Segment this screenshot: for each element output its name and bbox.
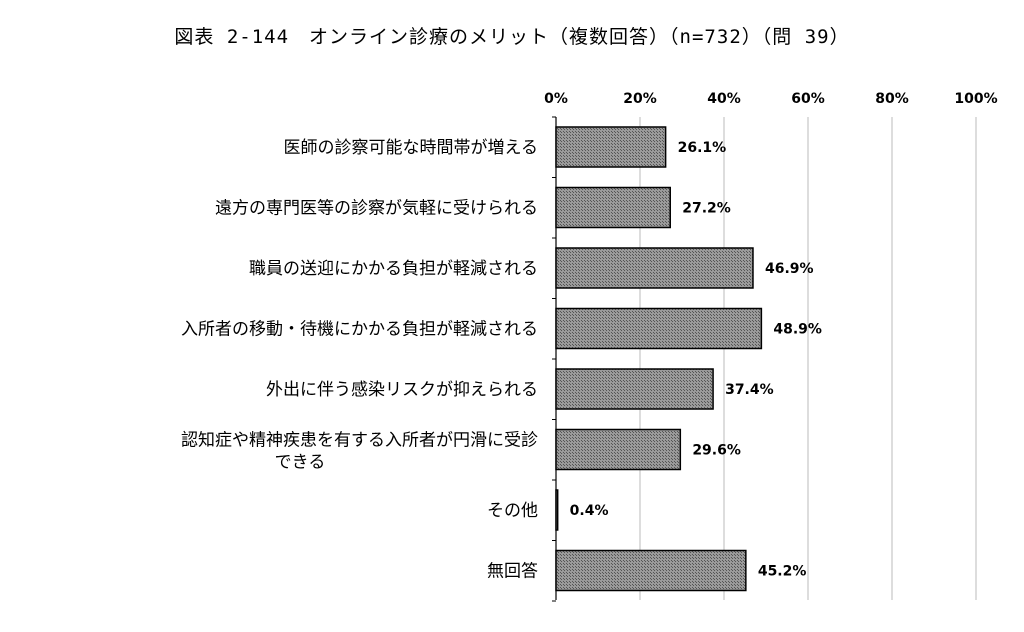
category-label: 職員の送迎にかかる負担が軽減される xyxy=(249,259,538,279)
bar xyxy=(555,307,763,350)
data-labels: 26.1% 27.2% 46.9% 48.9% 37.4% 29.6% 0.4% 45.2% xyxy=(570,140,822,580)
bar xyxy=(555,489,559,531)
category-label-line2: できる xyxy=(275,453,326,473)
category-label: 外出に伴う感染リスクが抑えられる xyxy=(266,380,538,400)
bar xyxy=(555,186,671,229)
bar xyxy=(555,428,682,471)
bar xyxy=(555,368,714,410)
data-label: 45.2% xyxy=(758,564,807,580)
x-tick-label: 60% xyxy=(791,91,825,107)
data-label: 26.1% xyxy=(678,140,727,156)
x-tick-label: 0% xyxy=(544,91,568,107)
data-label: 46.9% xyxy=(765,261,814,277)
x-tick-label: 20% xyxy=(623,91,657,107)
category-label: 入所者の移動・待機にかかる負担が軽減される xyxy=(181,320,538,340)
category-label: 医師の診察可能な時間帯が増える xyxy=(284,138,539,158)
x-tick-label: 80% xyxy=(875,91,909,107)
data-label: 0.4% xyxy=(570,503,609,519)
category-label: その他 xyxy=(487,501,538,521)
category-label: 無回答 xyxy=(487,562,538,582)
data-label: 37.4% xyxy=(725,382,774,398)
bar xyxy=(555,247,754,289)
data-label: 27.2% xyxy=(682,201,731,217)
x-tick-label: 100% xyxy=(954,91,997,107)
bars xyxy=(555,126,763,592)
category-label: 遠方の専門医等の診察が気軽に受けられる xyxy=(215,199,538,219)
bar xyxy=(555,549,747,592)
x-tick-label: 40% xyxy=(707,91,741,107)
chart-title: 図表 2-144 オンライン診療のメリット（複数回答）（n=732）（問 39） xyxy=(174,26,850,48)
bar xyxy=(555,126,667,168)
category-labels: 医師の診察可能な時間帯が増える遠方の専門医等の診察が気軽に受けられる職員の送迎に… xyxy=(181,138,538,582)
x-axis-ticks: 0% 20% 40% 60% 80% 100% xyxy=(544,91,998,107)
category-label: 認知症や精神疾患を有する入所者が円滑に受診 xyxy=(181,431,538,451)
data-label: 48.9% xyxy=(773,322,822,338)
data-label: 29.6% xyxy=(692,443,741,459)
